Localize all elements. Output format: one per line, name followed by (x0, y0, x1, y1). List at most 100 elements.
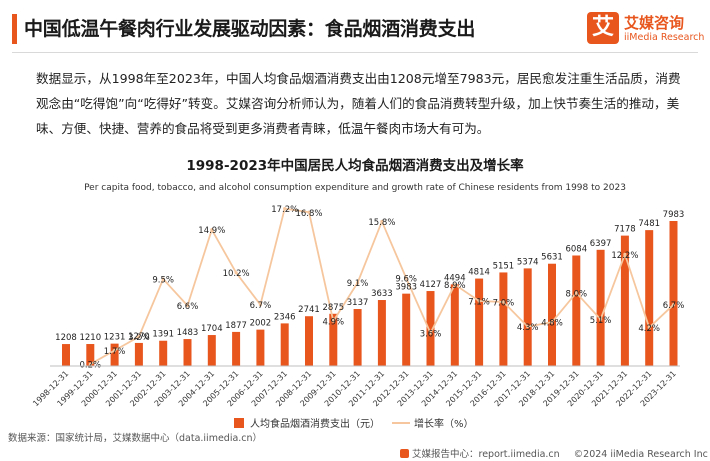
growth-rate-label: 4.9% (322, 318, 344, 328)
growth-rate-label: 4.3% (517, 323, 539, 333)
growth-rate-label: 10.2% (223, 269, 250, 279)
bar-value-label: 1704 (201, 324, 223, 334)
bar (305, 316, 313, 366)
report-center-icon (400, 449, 409, 458)
growth-rate-point (428, 331, 433, 335)
bar (499, 272, 508, 366)
bar-value-label: 4494 (444, 273, 466, 283)
growth-rate-point (113, 348, 117, 353)
growth-rate-point (307, 210, 311, 214)
growth-rate-point (210, 228, 214, 232)
bar (669, 221, 678, 366)
bar (620, 235, 629, 366)
bar (329, 313, 338, 366)
bar (280, 323, 289, 366)
growth-rate-point (161, 277, 165, 281)
page-title: 中国低温午餐肉行业发展驱动因素：食品烟酒消费支出 (24, 18, 476, 40)
growth-rate-point (671, 303, 676, 307)
bar (523, 268, 532, 366)
bars-layer (62, 221, 678, 366)
description-paragraph: 数据显示，从1998年至2023年，中国人均食品烟酒消费支出由1208元增至79… (36, 71, 681, 136)
bar-value-label: 2875 (322, 303, 344, 313)
bar (450, 284, 459, 366)
growth-rate-label: 17.2% (271, 205, 298, 215)
growth-rate-point (88, 362, 92, 366)
bar-value-label: 7178 (614, 225, 636, 235)
growth-rate-label: 8.0% (565, 289, 587, 299)
bar (377, 300, 386, 366)
growth-rate-label: 4.8% (541, 319, 563, 329)
footer: 艾媒报告中心：report.iimedia.cn ©2024 iiMedia Re… (400, 446, 708, 460)
line-layer (88, 207, 676, 366)
title-accent-bar (12, 14, 17, 44)
growth-rate-label: 12.2% (611, 251, 638, 261)
bar (256, 329, 265, 366)
growth-rate-label: 9.6% (395, 275, 417, 285)
growth-rate-label: 8.9% (444, 281, 466, 291)
legend-label-line: 增长率（%） (414, 417, 474, 430)
bar-value-label: 1231 (104, 333, 126, 343)
growth-rate-label: 9.1% (347, 279, 369, 289)
logo-mark: 艾 (587, 12, 619, 44)
chart-subtitle: Per capita food, tobacco, and alcohol co… (84, 183, 626, 193)
growth-rate-point (623, 252, 627, 256)
bar-value-label: 3983 (395, 283, 417, 293)
growth-rate-point (526, 325, 530, 329)
growth-rate-point (356, 281, 360, 285)
bar (596, 249, 605, 366)
x-axis: 1998-12-311999-12-312000-12-312001-12-31… (31, 365, 680, 408)
growth-rate-point (453, 282, 457, 287)
bar (353, 309, 362, 366)
bar (86, 344, 95, 366)
growth-rate-point (234, 271, 238, 275)
data-source: 数据来源：国家统计局，艾媒数据中心（data.iimedia.cn） (8, 433, 263, 444)
growth-rate-point (283, 207, 287, 211)
growth-rate-point (185, 304, 190, 308)
bar-value-label: 3633 (371, 289, 393, 299)
growth-rate-label: 7.1% (468, 298, 490, 308)
bar-value-label: 7481 (638, 219, 660, 229)
growth-rate-point (258, 303, 262, 307)
bar-value-label: 1483 (177, 328, 199, 338)
chart-legend: 人均食品烟酒消费支出（元） 增长率（%） (234, 417, 474, 430)
bar-value-label: 5374 (517, 257, 539, 267)
growth-rate-point (501, 300, 505, 304)
growth-rate-point (574, 291, 578, 295)
bar-value-label: 4814 (468, 268, 490, 278)
bar-value-label: 1877 (225, 321, 247, 331)
growth-rate-point (380, 219, 384, 224)
growth-rate-label: 14.9% (198, 226, 225, 236)
growth-rate-label: 3.6% (420, 330, 442, 340)
bar-value-label: 1208 (55, 333, 77, 343)
growth-rate-label: 3.2% (128, 333, 150, 343)
bar (645, 230, 654, 366)
growth-rate-label: 16.8% (295, 209, 322, 219)
bar-value-label: 5631 (541, 253, 563, 263)
growth-rate-point (599, 317, 603, 321)
growth-rate-point (477, 299, 481, 303)
bar-value-label: 6084 (565, 244, 587, 254)
growth-rate-label: 6.6% (177, 302, 199, 312)
legend-swatch-bar (234, 418, 244, 428)
bar-value-label: 2346 (274, 312, 296, 322)
bar (475, 278, 484, 366)
growth-rate-label: 7.0% (493, 298, 515, 308)
bar (402, 293, 411, 366)
growth-rate-label: 5.1% (590, 316, 612, 326)
bar-value-label: 3137 (347, 298, 369, 308)
bar (232, 331, 241, 366)
growth-rate-point (331, 319, 335, 323)
bar-value-label: 1270 (128, 332, 150, 342)
growth-rate-point (404, 276, 408, 280)
growth-chart: 1998-2023年中国居民人均食品烟酒消费支出及增长率 Per capita … (31, 157, 684, 430)
bar (62, 344, 70, 366)
footer-left: 艾媒报告中心：report.iimedia.cn (412, 449, 560, 460)
logo-text-cn: 艾媒咨询 (624, 14, 685, 32)
labels-layer: 1208 1210 1231 1270 1391 1483 1704 1877 20022346… (55, 205, 684, 371)
brand-logo: 艾 艾媒咨询 iiMedia Research (587, 12, 707, 46)
logo-text-en: iiMedia Research (624, 32, 705, 43)
growth-rate-label: 6.7% (663, 301, 685, 311)
bar-value-label: 2002 (250, 319, 272, 329)
footer-right: ©2024 iiMedia Research Inc (573, 449, 708, 460)
bar (183, 339, 192, 366)
